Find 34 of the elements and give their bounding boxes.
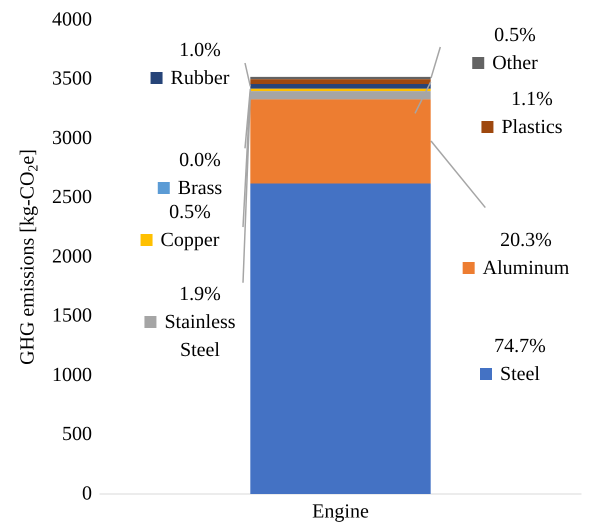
bar	[250, 76, 431, 80]
legend-label: Brass	[178, 176, 222, 201]
bar	[250, 91, 431, 100]
legend-label: Copper	[160, 228, 220, 253]
bar	[250, 88, 431, 92]
legend-label: Rubber	[170, 66, 230, 91]
annotation: 20.3%	[500, 228, 552, 253]
bar	[250, 79, 431, 84]
legend-label: Steel	[500, 362, 540, 387]
annotation: 1.9%	[179, 282, 221, 307]
bar	[250, 184, 431, 494]
annotation: 1.1%	[511, 87, 553, 112]
y-tick-label: 1500	[52, 304, 92, 326]
y-tick-label: 500	[62, 423, 92, 445]
legend-label: Plastics	[501, 115, 563, 140]
y-tick-label: 3500	[52, 68, 92, 90]
legend-label: Stainless Steel	[164, 310, 236, 363]
y-tick-label: 4000	[52, 8, 92, 30]
annotation: 0.5%	[169, 200, 211, 225]
y-tick-label: 2500	[52, 186, 92, 208]
annotation: 74.7%	[494, 334, 546, 359]
bar	[250, 84, 431, 89]
y-axis-title: GHG emissions [kg-CO2e]	[16, 149, 42, 365]
annotation: 0.0%	[179, 148, 221, 173]
x-tick-label: Engine	[312, 500, 369, 522]
y-tick-label: 2000	[52, 245, 92, 268]
bar	[250, 99, 431, 184]
y-tick-label: 1000	[52, 364, 92, 386]
y-tick-label: 3000	[52, 126, 92, 149]
legend-label: Aluminum	[482, 256, 570, 281]
y-tick-label: 0	[82, 482, 92, 504]
legend-label: Other	[492, 51, 538, 76]
annotation: 1.0%	[179, 38, 221, 63]
annotation: 0.5%	[494, 23, 536, 48]
